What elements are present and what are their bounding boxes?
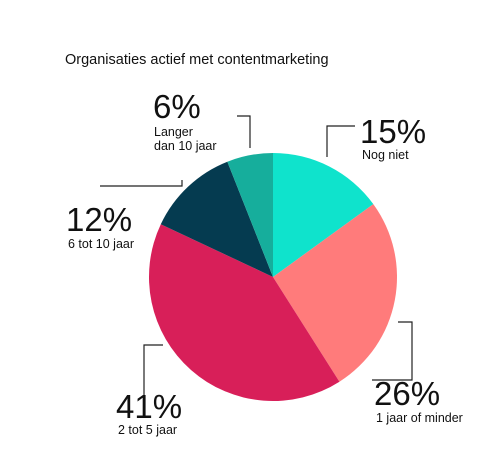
leader-line-3: [100, 180, 183, 187]
chart-title: Organisaties actief met contentmarketing: [65, 52, 329, 68]
slice-value-langer-10-jaar: 6%: [153, 88, 201, 125]
leader-line-1: [372, 321, 413, 381]
pie-slice-2: [149, 224, 340, 401]
pie-slice-3: [160, 161, 273, 277]
pie-slices: [149, 153, 397, 401]
leader-lines: [100, 115, 413, 400]
leader-line-0: [326, 125, 355, 157]
pie-slice-0: [273, 153, 374, 277]
slice-value-6-10-jaar: 12%: [66, 201, 132, 238]
slice-value-2-5-jaar: 41%: [116, 388, 182, 425]
pie-slice-1: [273, 204, 397, 382]
slice-label-nog-niet: Nog niet: [362, 148, 409, 162]
slice-label-2-5-jaar: 2 tot 5 jaar: [118, 423, 177, 437]
leader-line-2: [143, 344, 163, 400]
slice-label-6-10-jaar: 6 tot 10 jaar: [68, 237, 134, 251]
slice-label-1-jaar: 1 jaar of minder: [376, 411, 463, 425]
slice-label-langer-10-jaar: Langer dan 10 jaar: [154, 125, 217, 153]
slice-value-1-jaar: 26%: [374, 375, 440, 412]
leader-line-4: [237, 115, 251, 148]
slice-value-nog-niet: 15%: [360, 113, 426, 150]
pie-slice-4: [227, 153, 273, 277]
